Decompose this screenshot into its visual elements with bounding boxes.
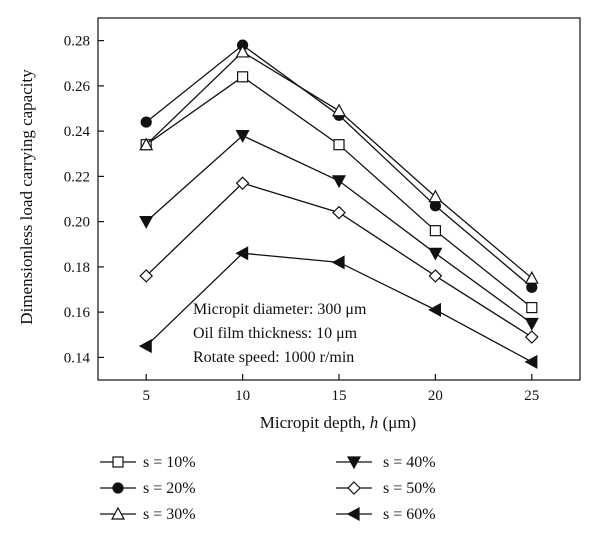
y-tick-label: 0.18 (64, 260, 90, 276)
legend-marker (346, 506, 360, 522)
x-axis: 5 10 15 20 25 (142, 374, 539, 404)
x-axis-label: Micropit depth, h (μm) (260, 413, 416, 432)
legend-label: s = 40% (383, 454, 436, 471)
data-point (524, 354, 538, 369)
series-line (145, 44, 533, 288)
y-tick-label: 0.16 (64, 305, 91, 321)
data-point (235, 246, 249, 261)
data-point (139, 216, 154, 229)
x-tick-label: 15 (332, 388, 347, 404)
data-point (331, 103, 347, 117)
legend-entry: s = 30% (100, 506, 196, 523)
y-tick-label: 0.24 (64, 124, 91, 140)
series-2 (140, 39, 538, 293)
data-point (428, 269, 443, 283)
legend-label: s = 60% (383, 506, 436, 523)
data-point (237, 71, 249, 83)
legend-marker (112, 456, 124, 468)
legend-marker (346, 456, 362, 470)
data-point (429, 225, 441, 237)
data-point (235, 130, 250, 143)
legend-label: s = 50% (383, 480, 436, 497)
data-point (138, 339, 152, 354)
annotation-rotate-speed: Rotate speed: 1000 r/min (193, 349, 354, 366)
legend: s = 10% s = 20% s = 30% s = 40% s = 50% s = 6… (100, 454, 436, 523)
legend-marker (347, 481, 361, 495)
y-tick-label: 0.14 (64, 350, 91, 366)
data-point (428, 302, 441, 317)
y-tick-label: 0.26 (64, 79, 91, 95)
legend-entry: s = 10% (100, 454, 196, 471)
data-point (524, 317, 539, 331)
data-point (235, 176, 250, 191)
data-point (331, 175, 347, 189)
data-point (524, 330, 539, 344)
x-tick-label: 5 (142, 388, 150, 404)
data-point (526, 302, 538, 314)
data-point (235, 44, 250, 58)
legend-marker (110, 506, 126, 520)
data-point (332, 205, 346, 220)
data-point (139, 269, 154, 283)
legend-entry: s = 40% (336, 454, 436, 471)
annotation-block: Micropit diameter: 300 μm Oil film thick… (193, 301, 367, 366)
data-point (331, 255, 345, 270)
data-point (333, 139, 345, 151)
annotation-micropit-diameter: Micropit diameter: 300 μm (193, 301, 367, 318)
y-axis-label: Dimensionless load carrying capacity (17, 69, 36, 325)
series-5 (139, 176, 539, 344)
legend-entry: s = 50% (336, 480, 436, 497)
legend-entry: s = 20% (100, 480, 196, 497)
legend-label: s = 10% (143, 454, 196, 471)
data-point (428, 247, 443, 261)
series-6 (138, 246, 538, 369)
legend-entry: s = 60% (336, 506, 436, 523)
legend-label: s = 30% (143, 506, 196, 523)
data-point (140, 116, 152, 128)
y-tick-label: 0.22 (64, 169, 90, 185)
y-axis: 0.14 0.16 0.18 0.20 0.22 0.24 0.26 0.28 (64, 34, 104, 366)
series-3 (139, 44, 539, 284)
data-point (139, 137, 154, 151)
series-4 (139, 130, 539, 331)
series-line (145, 51, 533, 279)
x-tick-label: 25 (524, 388, 539, 404)
series-layer (138, 39, 539, 369)
data-point (524, 270, 539, 284)
annotation-oil-film-thickness: Oil film thickness: 10 μm (193, 325, 358, 342)
y-tick-label: 0.20 (64, 215, 90, 231)
data-point (428, 189, 443, 203)
legend-label: s = 20% (143, 480, 196, 497)
x-tick-label: 20 (428, 388, 443, 404)
x-tick-label: 10 (235, 388, 250, 404)
y-tick-label: 0.28 (64, 34, 90, 50)
legend-marker (112, 482, 124, 494)
